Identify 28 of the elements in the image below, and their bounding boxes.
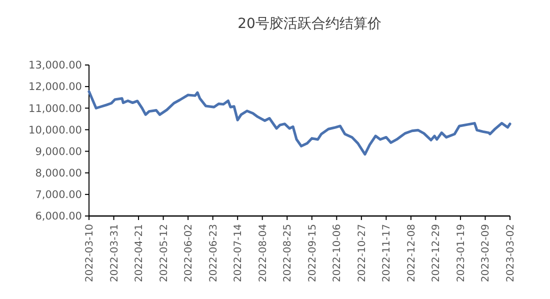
- line-series: [88, 90, 512, 156]
- y-tick-label: 8,000.00: [35, 168, 82, 180]
- x-tick-label: 2023-01-19: [456, 224, 467, 282]
- y-tick-label: 6,000.00: [35, 210, 82, 223]
- x-tick-label: 2022-08-04: [258, 224, 269, 282]
- x-tick-label: 2022-06-23: [208, 224, 220, 282]
- y-tick-label: 13,000.00: [28, 60, 82, 72]
- y-tick-label: 7,000.00: [35, 189, 82, 202]
- x-tick-label: 2022-03-10: [84, 224, 96, 282]
- x-tick-label: 2022-10-06: [332, 224, 344, 282]
- chart-title: 20号胶活跃合约结算价: [238, 16, 382, 32]
- x-tick-label: 2023-03-02: [506, 224, 516, 282]
- x-tick-label: 2022-11-17: [382, 224, 393, 282]
- y-tick-label: 10,000.00: [28, 124, 82, 136]
- x-tick-label: 2022-12-08: [406, 224, 418, 282]
- x-tick-label: 2022-07-14: [233, 224, 244, 282]
- x-tick-label: 2023-02-09: [480, 224, 492, 282]
- y-tick-label: 11,000.00: [28, 102, 82, 115]
- x-tick-label: 2022-05-12: [158, 224, 170, 282]
- x-tick-label: 2022-08-25: [282, 224, 294, 282]
- y-tick-label: 12,000.00: [28, 81, 82, 94]
- x-tick-label: 2022-03-31: [109, 224, 120, 282]
- x-tick-label: 2022-10-27: [356, 224, 368, 282]
- x-tick-label: 2022-09-15: [307, 224, 318, 282]
- y-tick-label: 9,000.00: [35, 146, 82, 158]
- x-tick-label: 2022-04-21: [134, 224, 146, 282]
- x-tick-label: 2022-06-02: [184, 224, 195, 282]
- x-tick-label: 2022-12-29: [431, 224, 442, 282]
